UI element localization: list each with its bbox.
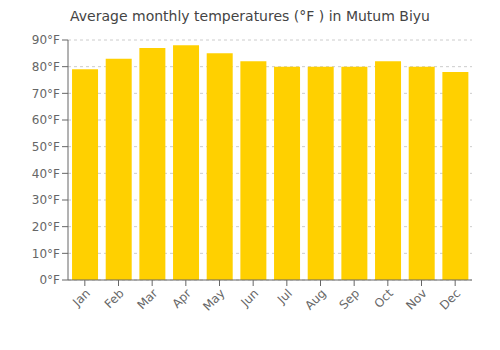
- svg-text:Jan: Jan: [69, 286, 93, 310]
- svg-text:Sep: Sep: [336, 286, 362, 312]
- svg-text:Jul: Jul: [274, 286, 295, 307]
- svg-text:Apr: Apr: [169, 286, 194, 311]
- svg-text:Dec: Dec: [437, 286, 463, 312]
- svg-text:90°F: 90°F: [32, 33, 60, 47]
- svg-text:Oct: Oct: [371, 286, 396, 311]
- svg-text:May: May: [200, 286, 227, 313]
- svg-text:Jun: Jun: [237, 286, 261, 310]
- svg-text:0°F: 0°F: [39, 273, 60, 287]
- svg-text:80°F: 80°F: [32, 60, 60, 74]
- svg-text:Feb: Feb: [102, 286, 127, 311]
- svg-text:20°F: 20°F: [32, 220, 60, 234]
- svg-text:Mar: Mar: [134, 286, 160, 312]
- svg-text:70°F: 70°F: [32, 87, 60, 101]
- svg-text:60°F: 60°F: [32, 113, 60, 127]
- svg-text:40°F: 40°F: [32, 167, 60, 181]
- html-text:Average monthly temperatures (: Average monthly temperatures (°F ) in Mu…: [70, 8, 430, 24]
- svg-text:30°F: 30°F: [32, 193, 60, 207]
- svg-text:Nov: Nov: [403, 286, 429, 312]
- svg-text:10°F: 10°F: [32, 247, 60, 261]
- svg-text:Aug: Aug: [302, 286, 328, 312]
- svg-text:50°F: 50°F: [32, 140, 60, 154]
